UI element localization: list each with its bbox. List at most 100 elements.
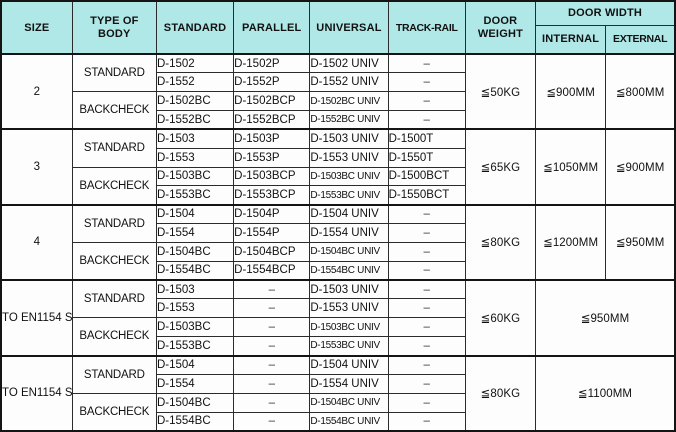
door-weight-cell: ≦80KG [464, 354, 537, 432]
body-type-cell: BACKCHECK [71, 317, 157, 356]
model-cell-standard: D-1553BC [155, 336, 235, 356]
model-cell-universal: D-1502 UNIV [309, 53, 389, 74]
model-cell-parallel: D-1552BCP [233, 110, 311, 130]
model-cell-parallel: D-1554P [233, 223, 311, 243]
model-cell-universal: D-1553BC UNIV [309, 185, 389, 206]
header-size: SIZE [0, 0, 73, 55]
model-cell-universal: D-1504 UNIV [309, 354, 389, 375]
model-cell-track-rail: – [387, 336, 466, 356]
model-cell-track-rail: – [387, 354, 466, 375]
door-width-cell: ≦950MM [535, 279, 676, 357]
table-row: BACKCHECK D-1503BC – D-1503BC UNIV – [1, 317, 675, 356]
model-cell-universal: D-1552BC UNIV [309, 110, 389, 130]
model-cell-standard: D-1554BC [155, 260, 235, 281]
model-cell-track-rail: – [387, 411, 466, 432]
model-cell-universal: D-1554BC UNIV [309, 260, 389, 281]
model-cell-parallel: – [233, 336, 311, 356]
model-cell-universal: D-1503 UNIV [309, 279, 389, 300]
door-width-external-cell: ≦900MM [605, 128, 676, 206]
model-cell-track-rail: – [387, 91, 466, 112]
table-row: D-1553BC – D-1553BC UNIV – [1, 336, 675, 356]
model-cell-universal: D-1553BC UNIV [309, 336, 389, 356]
table-row: BACKCHECK D-1503BC D-1503BCP D-1503BC UNIV D… [1, 166, 675, 206]
model-cell-parallel: – [233, 279, 311, 300]
model-cell-track-rail: – [387, 72, 466, 93]
model-cell-track-rail: – [387, 110, 466, 130]
table-row: BACKCHECK D-1504BC – D-1504BC UNIV – [1, 392, 675, 432]
model-cell-track-rail: D-1550T [387, 147, 466, 168]
model-cell-standard: D-1554 [155, 373, 235, 394]
model-cell-parallel: D-1552P [233, 72, 311, 93]
model-cell-parallel: D-1502P [233, 53, 311, 74]
model-cell-universal: D-1554 UNIV [309, 373, 389, 394]
table-row: D-1552 D-1552P D-1552 UNIV – [1, 72, 675, 93]
model-cell-standard: D-1504BC [155, 241, 235, 262]
model-cell-standard: D-1554 [155, 223, 235, 243]
header-standard: STANDARD [155, 0, 235, 55]
door-width-internal-cell: ≦900MM [535, 52, 607, 130]
header-type-of-body: TYPE OF BODY [71, 0, 157, 55]
model-cell-universal: D-1553 UNIV [309, 298, 389, 319]
door-width-external-cell: ≦950MM [605, 203, 676, 281]
model-cell-standard: D-1502BC [155, 91, 235, 112]
table-row: BACKCHECK D-1502BC D-1502BCP D-1502BC UNIV – [1, 91, 675, 130]
door-width-external-cell: ≦800MM [605, 52, 676, 130]
body-type-cell: STANDARD [71, 354, 157, 394]
door-weight-cell: ≦65KG [464, 128, 537, 206]
model-cell-standard: D-1503 [155, 279, 235, 300]
body-type-cell: BACKCHECK [71, 392, 157, 432]
model-cell-track-rail: – [387, 241, 466, 262]
model-cell-track-rail: D-1550BCT [387, 185, 466, 206]
table-body: 2 STANDARD D-1502 D-1502P D-1502 UNIV – ≦50KG ≦… [0, 52, 676, 432]
header-door-weight: DOOR WEIGHT [464, 0, 537, 55]
model-cell-parallel: – [233, 373, 311, 394]
door-width-cell: ≦1100MM [535, 354, 676, 432]
model-cell-universal: D-1553 UNIV [309, 147, 389, 168]
body-type-cell: BACKCHECK [71, 241, 157, 281]
model-cell-standard: D-1553BC [155, 185, 235, 206]
table-row: BACKCHECK D-1504BC D-1504BCP D-1504BC UNIV – [1, 241, 675, 281]
model-cell-standard: D-1503BC [155, 317, 235, 338]
model-cell-standard: D-1554BC [155, 411, 235, 432]
table-header: SIZE TYPE OF BODY STANDARD PARALLEL UNIV… [0, 0, 676, 55]
table-row: 2 STANDARD D-1502 D-1502P D-1502 UNIV – ≦50KG ≦… [0, 52, 676, 130]
model-cell-universal: D-1554BC UNIV [309, 411, 389, 432]
model-cell-universal: D-1504BC UNIV [309, 241, 389, 262]
door-width-internal-cell: ≦1200MM [535, 203, 607, 281]
model-cell-universal: D-1504 UNIV [309, 203, 389, 225]
table-row: D-1554BC – D-1554BC UNIV – [1, 411, 675, 432]
model-cell-standard: D-1503 [155, 128, 235, 149]
door-weight-cell: ≦60KG [464, 279, 537, 357]
model-cell-standard: D-1552 [155, 72, 235, 93]
model-cell-track-rail: – [387, 279, 466, 300]
header-parallel: PARALLEL [233, 0, 311, 55]
header-internal: INTERNAL [535, 24, 607, 55]
body-type-cell: STANDARD [71, 203, 157, 243]
model-cell-parallel: – [233, 411, 311, 432]
model-cell-standard: D-1553 [155, 147, 235, 168]
body-type-cell: STANDARD [71, 279, 157, 319]
model-cell-track-rail: D-1500BCT [387, 166, 466, 187]
header-universal: UNIVERSAL [309, 0, 389, 55]
body-type-cell: BACKCHECK [71, 166, 157, 206]
model-cell-parallel: D-1504BCP [233, 241, 311, 262]
table-row: D-1553BC D-1553BCP D-1553BC UNIV D-1550BCT [1, 185, 675, 206]
model-cell-universal: D-1503 UNIV [309, 128, 389, 149]
header-external: EXTERNAL [605, 24, 676, 55]
body-type-cell: STANDARD [71, 53, 157, 93]
size-cell: 3 [0, 128, 73, 206]
model-cell-track-rail: – [387, 260, 466, 281]
model-cell-track-rail: – [387, 373, 466, 394]
model-cell-universal: D-1504BC UNIV [309, 392, 389, 413]
model-cell-parallel: D-1553BCP [233, 185, 311, 206]
model-cell-track-rail: – [387, 203, 466, 225]
table-row: 3 STANDARD D-1503 D-1503P D-1503 UNIV D-1500T… [0, 128, 676, 206]
model-cell-parallel: D-1504P [233, 203, 311, 225]
model-cell-standard: D-1504 [155, 354, 235, 375]
model-cell-parallel: D-1502BCP [233, 91, 311, 112]
model-cell-parallel: D-1503P [233, 128, 311, 149]
